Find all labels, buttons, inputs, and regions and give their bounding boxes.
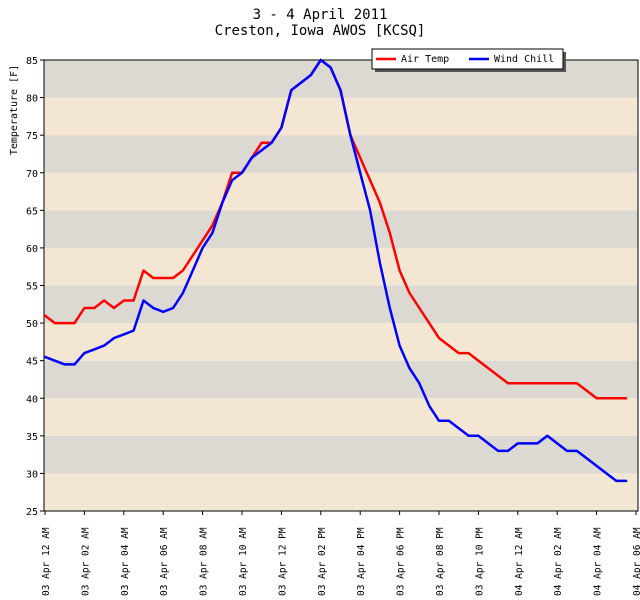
y-tick-label: 45 xyxy=(26,357,38,368)
background-band xyxy=(44,323,638,361)
x-tick-label: 03 Apr 10 PM xyxy=(474,527,485,596)
x-tick-label: 04 Apr 06 AM xyxy=(632,527,640,596)
series-lines xyxy=(43,58,628,483)
background-band xyxy=(44,285,638,324)
x-tick-label: 03 Apr 02 PM xyxy=(317,527,328,596)
y-tick-label: 85 xyxy=(26,56,38,67)
y-axis-label: Temperature [F] xyxy=(9,65,20,155)
y-tick-label: 25 xyxy=(26,507,38,518)
x-tick-label: 03 Apr 12 PM xyxy=(277,527,288,596)
background-band xyxy=(44,435,638,474)
y-tick-label: 60 xyxy=(26,244,38,255)
legend-box xyxy=(371,48,564,70)
series-line-wind-chill xyxy=(43,58,628,483)
y-tick-label: 40 xyxy=(26,394,38,405)
x-tick-label: 04 Apr 02 AM xyxy=(553,527,564,596)
y-tick-label: 55 xyxy=(26,282,38,293)
y-tick-label: 70 xyxy=(26,169,38,180)
y-tick-label: 35 xyxy=(26,432,38,443)
y-tick-label: 80 xyxy=(26,94,38,105)
chart-title: 3 - 4 April 2011 xyxy=(253,7,388,23)
chart-subtitle: Creston, Iowa AWOS [KCSQ] xyxy=(215,23,426,39)
background-band xyxy=(44,398,638,436)
x-tick-label: 03 Apr 08 PM xyxy=(435,527,446,596)
legend-label-air-temp: Air Temp xyxy=(401,54,449,65)
y-axis-ticks: 25 30 35 40 45 50 55 60 65 70 75 80 85 xyxy=(26,56,44,518)
x-tick-label: 03 Apr 06 PM xyxy=(396,527,407,596)
background-band xyxy=(44,360,638,399)
background-band xyxy=(44,473,638,511)
background-band xyxy=(44,247,638,286)
x-tick-label: 04 Apr 04 AM xyxy=(593,527,604,596)
x-tick-label: 03 Apr 04 PM xyxy=(356,527,367,596)
background-bands xyxy=(44,60,638,511)
x-tick-label: 03 Apr 02 AM xyxy=(80,527,91,596)
legend-label-wind-chill: Wind Chill xyxy=(494,54,554,65)
background-band xyxy=(44,135,638,173)
background-band xyxy=(44,97,638,136)
x-tick-label: 04 Apr 12 AM xyxy=(514,527,525,596)
x-tick-label: 03 Apr 08 AM xyxy=(199,527,210,596)
x-tick-label: 03 Apr 04 AM xyxy=(120,527,131,596)
y-tick-label: 30 xyxy=(26,469,38,480)
x-tick-label: 03 Apr 10 AM xyxy=(238,527,249,596)
y-tick-label: 75 xyxy=(26,131,38,142)
x-axis-ticks: 03 Apr 12 AM 03 Apr 02 AM 03 Apr 04 AM 03 A… xyxy=(41,511,640,596)
x-tick-label: 03 Apr 06 AM xyxy=(159,527,170,596)
background-band xyxy=(44,172,638,211)
y-tick-label: 65 xyxy=(26,206,38,217)
y-tick-label: 50 xyxy=(26,319,38,330)
legend: Air Temp Wind Chill xyxy=(371,48,566,72)
x-tick-label: 03 Apr 12 AM xyxy=(41,527,52,596)
background-band xyxy=(44,210,638,248)
